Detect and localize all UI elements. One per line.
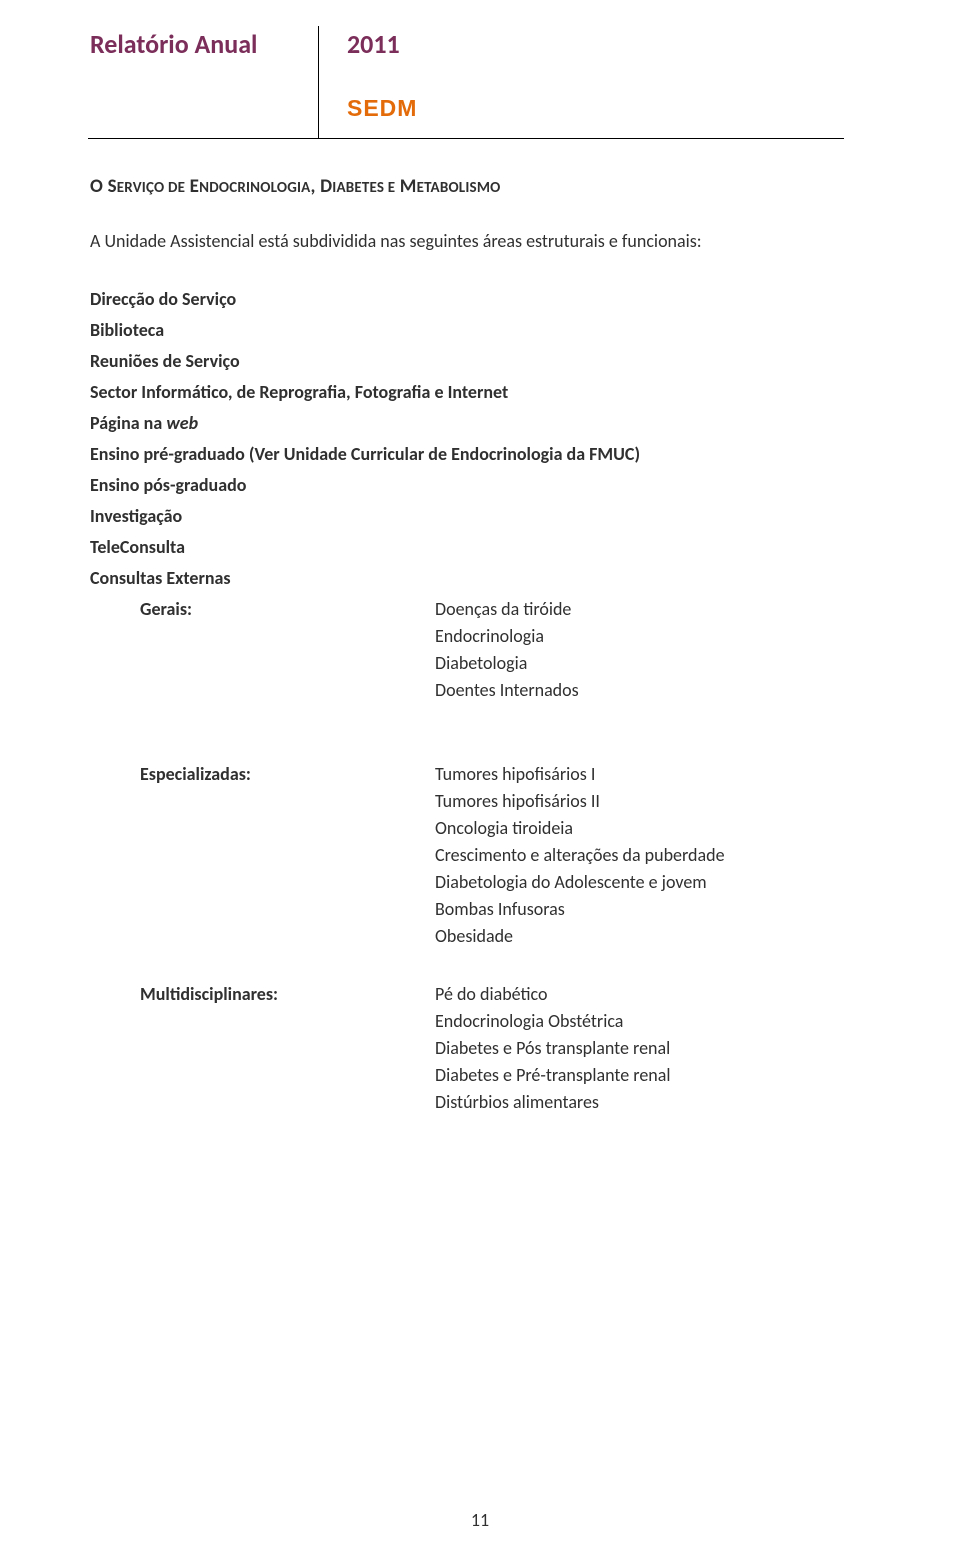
item-sector-informatico: Sector Informático, de Reprografia, Foto… (90, 381, 842, 403)
heading-part: NDOCRINOLOGIA (199, 179, 310, 197)
list-item: Oncologia tiroideia (435, 817, 725, 839)
list-item: Diabetes e Pós transplante renal (435, 1037, 671, 1059)
list-item: Crescimento e alterações da puberdade (435, 844, 725, 866)
especializadas-values: Tumores hipofisários I Tumores hipofisár… (435, 763, 725, 947)
item-consultas-externas: Consultas Externas (90, 567, 842, 589)
heading-part: M (400, 175, 417, 198)
page-number: 11 (0, 1509, 960, 1531)
header-right-cell: 2011 SEDM (347, 26, 417, 122)
list-item: Doenças da tiróide (435, 598, 579, 620)
list-item: Endocrinologia (435, 625, 579, 647)
report-year: 2011 (347, 28, 417, 60)
heading-part: O (90, 175, 103, 198)
list-item: Diabetologia (435, 652, 579, 674)
heading-part: , (310, 175, 315, 198)
list-item: Bombas Infusoras (435, 898, 725, 920)
list-item: Tumores hipofisários I (435, 763, 725, 785)
multidisciplinares-values: Pé do diabético Endocrinologia Obstétric… (435, 983, 671, 1113)
heading-part: IABETES E (332, 179, 395, 197)
gerais-section: Gerais: Doenças da tiróide Endocrinologi… (90, 598, 842, 701)
item-ensino-pre: Ensino pré-graduado (Ver Unidade Curricu… (90, 443, 842, 465)
multidisciplinares-label: Multidisciplinares: (90, 983, 435, 1113)
list-item: Diabetes e Pré-transplante renal (435, 1064, 671, 1086)
list-item: Pé do diabético (435, 983, 671, 1005)
item-investigacao: Investigação (90, 505, 842, 527)
especializadas-label: Especializadas: (90, 763, 435, 947)
web-italic: web (166, 412, 198, 434)
multidisciplinares-section: Multidisciplinares: Pé do diabético Endo… (90, 983, 842, 1113)
document-page: Relatório Anual 2011 SEDM O SERVIÇO DE E… (0, 0, 960, 1551)
list-item: Tumores hipofisários II (435, 790, 725, 812)
header-left-cell: Relatório Anual (90, 26, 318, 60)
list-item: Doentes Internados (435, 679, 579, 701)
heading-part: ETABOLISMO (417, 179, 501, 197)
gerais-label: Gerais: (90, 598, 435, 701)
list-item: Distúrbios alimentares (435, 1091, 671, 1113)
heading-part: E (190, 175, 199, 198)
heading-part: D (320, 175, 332, 198)
org-acronym: SEDM (347, 95, 417, 122)
list-item: Endocrinologia Obstétrica (435, 1010, 671, 1032)
item-teleconsulta: TeleConsulta (90, 536, 842, 558)
item-biblioteca: Biblioteca (90, 319, 842, 341)
heading-part: ERVIÇO DE (117, 179, 185, 197)
heading-part: S (108, 175, 117, 198)
item-direccao: Direcção do Serviço (90, 288, 842, 310)
document-body: O SERVIÇO DE ENDOCRINOLOGIA, DIABETES E … (90, 139, 842, 1113)
pagina-na-label: Página na (90, 412, 162, 434)
especializadas-section: Especializadas: Tumores hipofisários I T… (90, 763, 842, 947)
list-item: Obesidade (435, 925, 725, 947)
item-ensino-pos: Ensino pós-graduado (90, 474, 842, 496)
intro-paragraph: A Unidade Assistencial está subdividida … (90, 230, 842, 252)
header-vertical-rule (318, 26, 319, 138)
gerais-values: Doenças da tiróide Endocrinologia Diabet… (435, 598, 579, 701)
list-item: Diabetologia do Adolescente e jovem (435, 871, 725, 893)
item-reunioes: Reuniões de Serviço (90, 350, 842, 372)
report-title: Relatório Anual (90, 28, 318, 60)
page-header: Relatório Anual 2011 SEDM (90, 26, 842, 138)
item-pagina-web: Página na web (90, 412, 842, 434)
section-heading: O SERVIÇO DE ENDOCRINOLOGIA, DIABETES E … (90, 175, 842, 198)
